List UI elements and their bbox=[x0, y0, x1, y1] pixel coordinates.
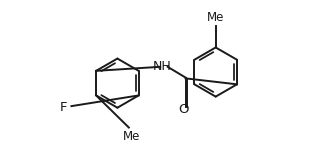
Text: NH: NH bbox=[153, 60, 172, 73]
Text: Me: Me bbox=[123, 130, 140, 143]
Text: Me: Me bbox=[207, 11, 224, 24]
Text: O: O bbox=[178, 103, 188, 116]
Text: F: F bbox=[60, 101, 68, 114]
